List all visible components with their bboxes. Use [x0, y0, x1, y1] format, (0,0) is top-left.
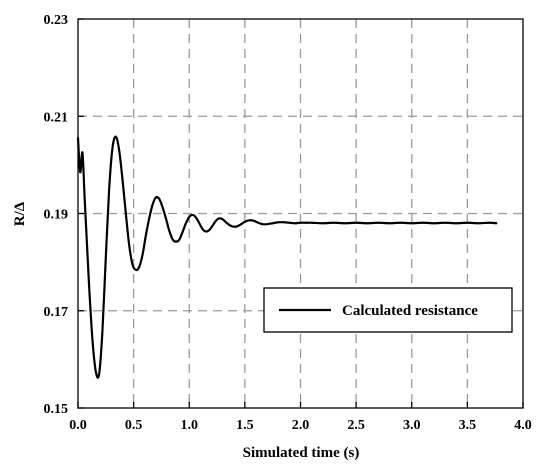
x-axis-label: Simulated time (s) — [243, 445, 360, 461]
x-tick-label: 3.5 — [459, 418, 477, 433]
x-tick-label: 1.5 — [236, 418, 254, 433]
x-tick-label: 2.5 — [347, 418, 365, 433]
legend: Calculated resistance — [263, 287, 513, 333]
y-tick-label: 0.21 — [44, 110, 69, 125]
x-tick-label: 0.0 — [69, 418, 87, 433]
y-tick-labels: 0.15 0.17 0.19 0.21 0.23 — [44, 13, 69, 417]
axis-ticks — [77, 18, 524, 409]
x-tick-label: 2.0 — [292, 418, 310, 433]
x-tick-labels: 0.0 0.5 1.0 1.5 2.0 2.5 3.0 3.5 4.0 — [69, 418, 532, 433]
x-tick-label: 3.0 — [403, 418, 421, 433]
y-tick-label: 0.23 — [44, 13, 69, 28]
grid-lines — [78, 19, 523, 408]
y-axis-label: R/Δ — [12, 201, 28, 226]
legend-label-calculated-resistance: Calculated resistance — [342, 303, 478, 319]
y-tick-label: 0.19 — [44, 208, 69, 223]
y-tick-label: 0.17 — [44, 305, 69, 320]
x-tick-label: 4.0 — [514, 418, 532, 433]
x-tick-label: 1.0 — [181, 418, 199, 433]
series-line-calculated-resistance — [76, 135, 498, 379]
series-layer — [76, 135, 498, 379]
x-tick-label: 0.5 — [125, 418, 143, 433]
y-tick-label: 0.15 — [44, 402, 69, 417]
